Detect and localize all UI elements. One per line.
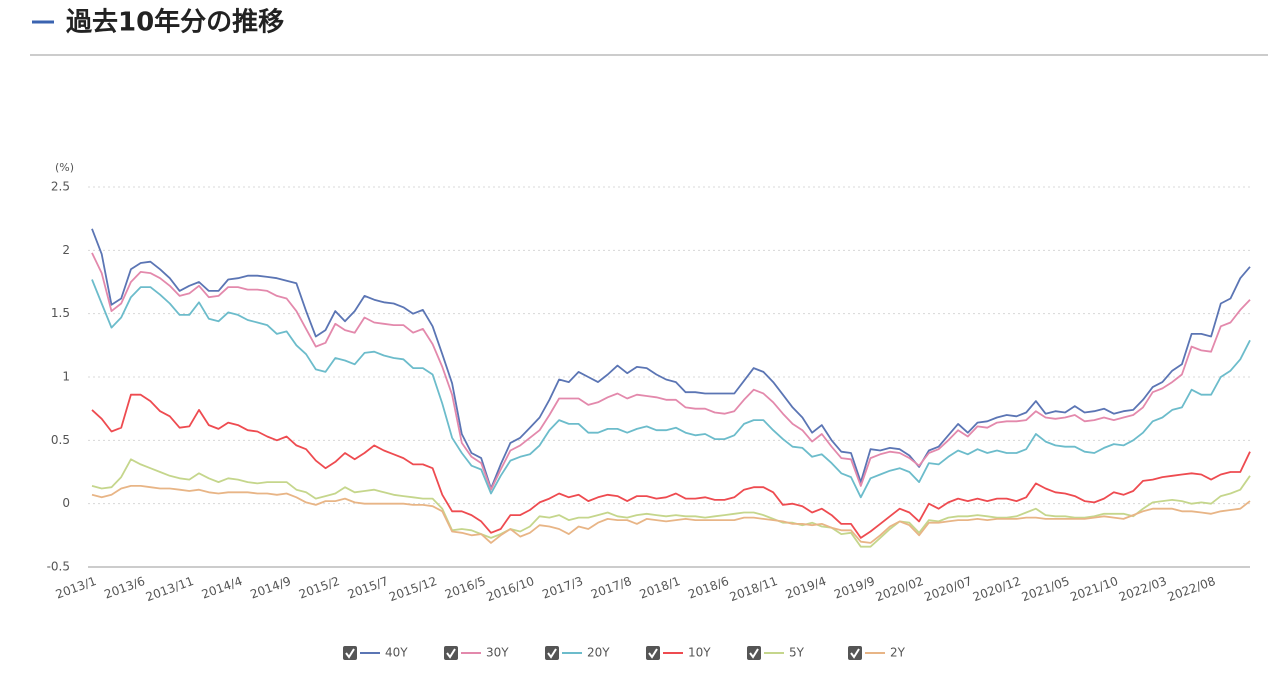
- legend-checkbox[interactable]: [747, 646, 761, 660]
- x-tick-label: 2021/10: [1068, 574, 1120, 604]
- legend-checkbox[interactable]: [545, 646, 559, 660]
- legend-label: 20Y: [587, 646, 610, 660]
- x-tick-label: 2013/6: [102, 574, 146, 602]
- x-tick-label: 2020/02: [874, 574, 926, 604]
- legend-label: 10Y: [688, 646, 711, 660]
- x-tick-label: 2018/6: [686, 574, 730, 602]
- legend-item[interactable]: 40Y: [343, 646, 408, 661]
- x-tick-label: 2022/08: [1166, 574, 1218, 604]
- x-tick-label: 2018/1: [638, 574, 682, 602]
- x-tick-label: 2013/1: [54, 574, 98, 602]
- legend-checkbox[interactable]: [444, 646, 458, 660]
- x-tick-label: 2019/9: [832, 574, 876, 602]
- y-tick-label: 1.5: [51, 306, 70, 320]
- legend-label: 2Y: [890, 646, 906, 660]
- checkmark: [850, 648, 860, 659]
- checkmark: [547, 648, 557, 659]
- legend-item[interactable]: 10Y: [646, 646, 711, 661]
- legend-checkbox[interactable]: [646, 646, 660, 660]
- x-tick-label: 2020/07: [922, 574, 974, 604]
- x-tick-label: 2015/2: [297, 574, 341, 602]
- x-tick-label: 2016/10: [484, 574, 536, 604]
- legend-checkbox[interactable]: [343, 646, 357, 660]
- page-title: 過去10年分の推移: [66, 7, 284, 38]
- x-tick-label: 2014/9: [248, 574, 292, 602]
- series-line: [91, 279, 1251, 499]
- legend-item[interactable]: 5Y: [747, 646, 805, 661]
- x-tick-label: 2018/11: [728, 574, 780, 604]
- legend-item[interactable]: 20Y: [545, 646, 610, 661]
- y-tick-label: 2: [62, 243, 70, 257]
- x-tick-label: 2017/8: [589, 574, 633, 602]
- x-tick-label: 2016/5: [443, 574, 487, 602]
- checkmark: [345, 648, 355, 659]
- x-tick-label: 2017/3: [540, 574, 584, 602]
- y-tick-label: 1: [62, 370, 70, 384]
- series-line: [91, 458, 1251, 548]
- x-tick-label: 2022/03: [1117, 574, 1169, 604]
- legend-item[interactable]: 30Y: [444, 646, 509, 661]
- x-tick-label: 2021/05: [1020, 574, 1072, 604]
- x-tick-label: 2019/4: [784, 574, 828, 602]
- series-line: [91, 485, 1251, 544]
- y-tick-label: -0.5: [47, 560, 70, 574]
- legend-label: 40Y: [385, 646, 408, 660]
- series-line: [91, 228, 1251, 490]
- series-line: [91, 252, 1251, 491]
- y-tick-label: 0.5: [51, 433, 70, 447]
- x-tick-label: 2013/11: [144, 574, 196, 604]
- checkmark: [446, 648, 456, 659]
- legend-label: 5Y: [789, 646, 805, 660]
- y-unit: (%): [55, 161, 74, 174]
- x-tick-label: 2020/12: [971, 574, 1023, 604]
- x-tick-label: 2015/7: [346, 574, 390, 602]
- x-tick-label: 2015/12: [387, 574, 439, 604]
- y-tick-label: 2.5: [51, 180, 70, 194]
- y-tick-label: 0: [62, 496, 70, 510]
- series-line: [91, 393, 1251, 539]
- checkmark: [749, 648, 759, 659]
- legend-checkbox[interactable]: [848, 646, 862, 660]
- legend-label: 30Y: [486, 646, 509, 660]
- x-tick-label: 2014/4: [200, 574, 244, 602]
- legend-item[interactable]: 2Y: [848, 646, 906, 661]
- checkmark: [648, 648, 658, 659]
